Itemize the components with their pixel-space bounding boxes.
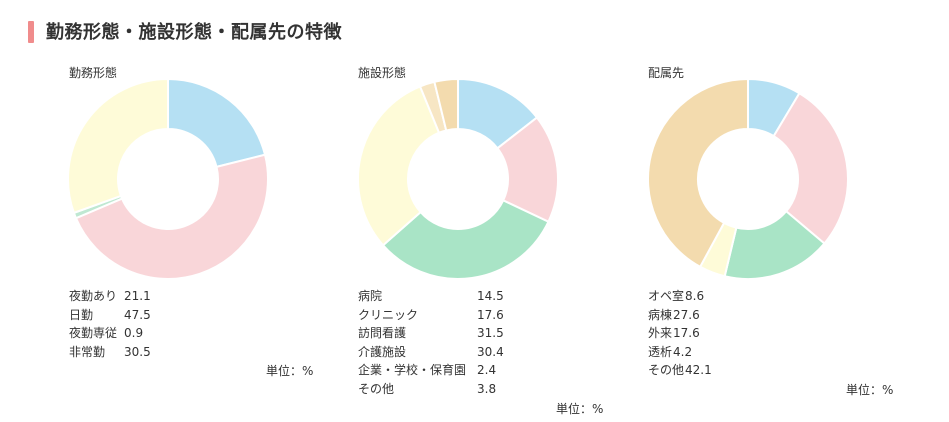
legend-department: オペ室8.6 病棟27.6 外来17.6 透析4.2 その他42.1: [648, 287, 712, 380]
donut-slice-1-3: [357, 85, 441, 247]
legend-row: 夜勤あり 21.1: [69, 287, 151, 306]
legend-value: 4.2: [673, 344, 693, 359]
legend-row: 病院 14.5: [358, 287, 504, 306]
donut-slice-0-3: [67, 78, 169, 215]
legend-value: 17.6: [673, 326, 700, 341]
donut-slice-2-4: [647, 78, 749, 269]
donut-chart-work-style: [67, 78, 269, 280]
legend-value: 47.5: [124, 307, 151, 322]
unit-label-facility-type: 単位：%: [556, 402, 604, 416]
legend-row: 日勤 47.5: [69, 306, 151, 325]
legend-label: 訪問看護: [358, 326, 407, 341]
legend-row: 訪問看護 31.5: [358, 324, 504, 343]
legend-work-style: 夜勤あり 21.1 日勤 47.5 夜勤専従 0.9 非常勤 30.5: [69, 287, 151, 362]
legend-row: 夜勤専従 0.9: [69, 324, 143, 343]
donut-slice-0-0: [167, 78, 267, 169]
legend-label: 病棟: [648, 307, 673, 322]
legend-value: 2.4: [477, 363, 497, 378]
donut-chart-facility-type: [357, 78, 559, 280]
legend-row: 介護施設 30.4: [358, 343, 504, 362]
legend-row: クリニック 17.6: [358, 306, 504, 325]
legend-label: オペ室: [648, 289, 685, 303]
legend-value: 21.1: [124, 289, 151, 303]
legend-value: 30.5: [124, 344, 151, 359]
legend-label: 非常勤: [69, 344, 106, 359]
legend-row: その他42.1: [648, 361, 712, 380]
chart-title-work-style: 勤務形態: [69, 66, 118, 80]
unit-label-department: 単位：%: [846, 383, 894, 397]
legend-row: 企業・学校・保育園 2.4: [358, 361, 496, 380]
legend-value: 31.5: [477, 326, 504, 341]
legend-label: 企業・学校・保育園: [358, 363, 467, 378]
legend-label: 透析: [648, 344, 673, 359]
legend-value: 0.9: [124, 326, 144, 341]
legend-value: 30.4: [477, 344, 504, 359]
legend-row: その他 3.8: [358, 380, 496, 399]
legend-value: 3.8: [477, 381, 497, 396]
legend-row: 外来17.6: [648, 324, 712, 343]
legend-value: 42.1: [685, 363, 712, 378]
donut-slice-1-2: [381, 199, 550, 280]
legend-value: 27.6: [673, 307, 700, 322]
chart-title-department: 配属先: [648, 66, 685, 80]
legend-label: その他: [648, 363, 685, 378]
legend-label: その他: [358, 381, 395, 396]
donut-chart-department: [647, 78, 849, 280]
legend-facility-type: 病院 14.5 クリニック 17.6 訪問看護 31.5 介護施設 30.4 企業・学校・保育園…: [358, 287, 504, 399]
legend-value: 17.6: [477, 307, 504, 322]
chart-title-facility-type: 施設形態: [358, 66, 407, 80]
donut-slice-1-5: [433, 78, 459, 132]
legend-row: 病棟27.6: [648, 306, 712, 325]
legend-label: クリニック: [358, 307, 419, 322]
unit-label-work-style: 単位：%: [266, 364, 314, 378]
legend-label: 夜勤あり: [69, 289, 118, 303]
legend-value: 8.6: [685, 289, 705, 303]
legend-label: 外来: [648, 326, 673, 341]
legend-row: 透析4.2: [648, 343, 712, 362]
donut-slice-0-1: [74, 153, 269, 280]
title-accent-bar: [28, 21, 34, 43]
legend-label: 日勤: [69, 307, 94, 322]
legend-row: オペ室8.6: [648, 287, 712, 306]
legend-label: 病院: [358, 289, 383, 303]
legend-label: 介護施設: [358, 344, 407, 359]
page-title: 勤務形態・施設形態・配属先の特徴: [46, 22, 342, 43]
donut-slice-2-1: [772, 91, 849, 245]
legend-row: 非常勤 30.5: [69, 343, 151, 362]
legend-label: 夜勤専従: [69, 326, 118, 341]
legend-value: 14.5: [477, 289, 504, 303]
